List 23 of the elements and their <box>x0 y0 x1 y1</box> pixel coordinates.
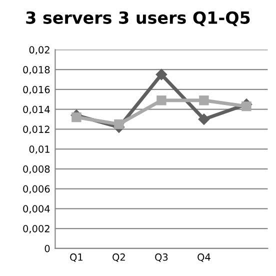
y-tick-label: 0,014 <box>23 106 50 114</box>
x-tick-label: Q4 <box>198 253 210 262</box>
y-tick-label: 0,006 <box>23 185 50 194</box>
y-tick-label: 0,018 <box>23 66 50 74</box>
y-tick-label: 0,012 <box>23 126 50 134</box>
y-tick-label: 0,004 <box>23 205 50 214</box>
point <box>156 95 166 106</box>
x-tick-label: Q3 <box>155 253 168 262</box>
y-tick-label: 0,02 <box>29 46 50 55</box>
y-tick-label: 0 <box>44 244 50 252</box>
point <box>198 114 210 125</box>
point <box>199 95 209 106</box>
chart-title: 3 servers 3 users Q1-Q5 <box>26 11 250 26</box>
y-tick-label: 0,01 <box>29 146 50 154</box>
point <box>72 112 82 122</box>
y-tick-label: 0,002 <box>23 225 50 234</box>
y-tick-label: 0,008 <box>23 165 50 174</box>
x-tick-label: Q2 <box>112 253 125 262</box>
point <box>156 68 168 80</box>
point <box>114 119 124 130</box>
y-tick-label: 0,016 <box>23 86 50 94</box>
x-tick-label: Q1 <box>70 253 82 262</box>
point <box>242 101 252 112</box>
